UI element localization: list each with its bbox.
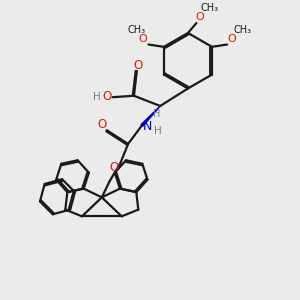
Text: H: H xyxy=(153,109,160,119)
Text: H: H xyxy=(154,126,162,136)
Text: O: O xyxy=(103,90,112,103)
Text: CH₃: CH₃ xyxy=(200,3,218,14)
Text: O: O xyxy=(227,34,236,44)
Text: O: O xyxy=(110,161,119,174)
Text: O: O xyxy=(138,34,147,44)
Text: O: O xyxy=(195,12,204,22)
Text: O: O xyxy=(134,59,143,72)
Text: O: O xyxy=(98,118,107,131)
Polygon shape xyxy=(141,106,160,126)
Text: H: H xyxy=(93,92,101,102)
Text: N: N xyxy=(143,120,152,133)
Text: CH₃: CH₃ xyxy=(128,26,146,35)
Text: CH₃: CH₃ xyxy=(233,26,251,35)
